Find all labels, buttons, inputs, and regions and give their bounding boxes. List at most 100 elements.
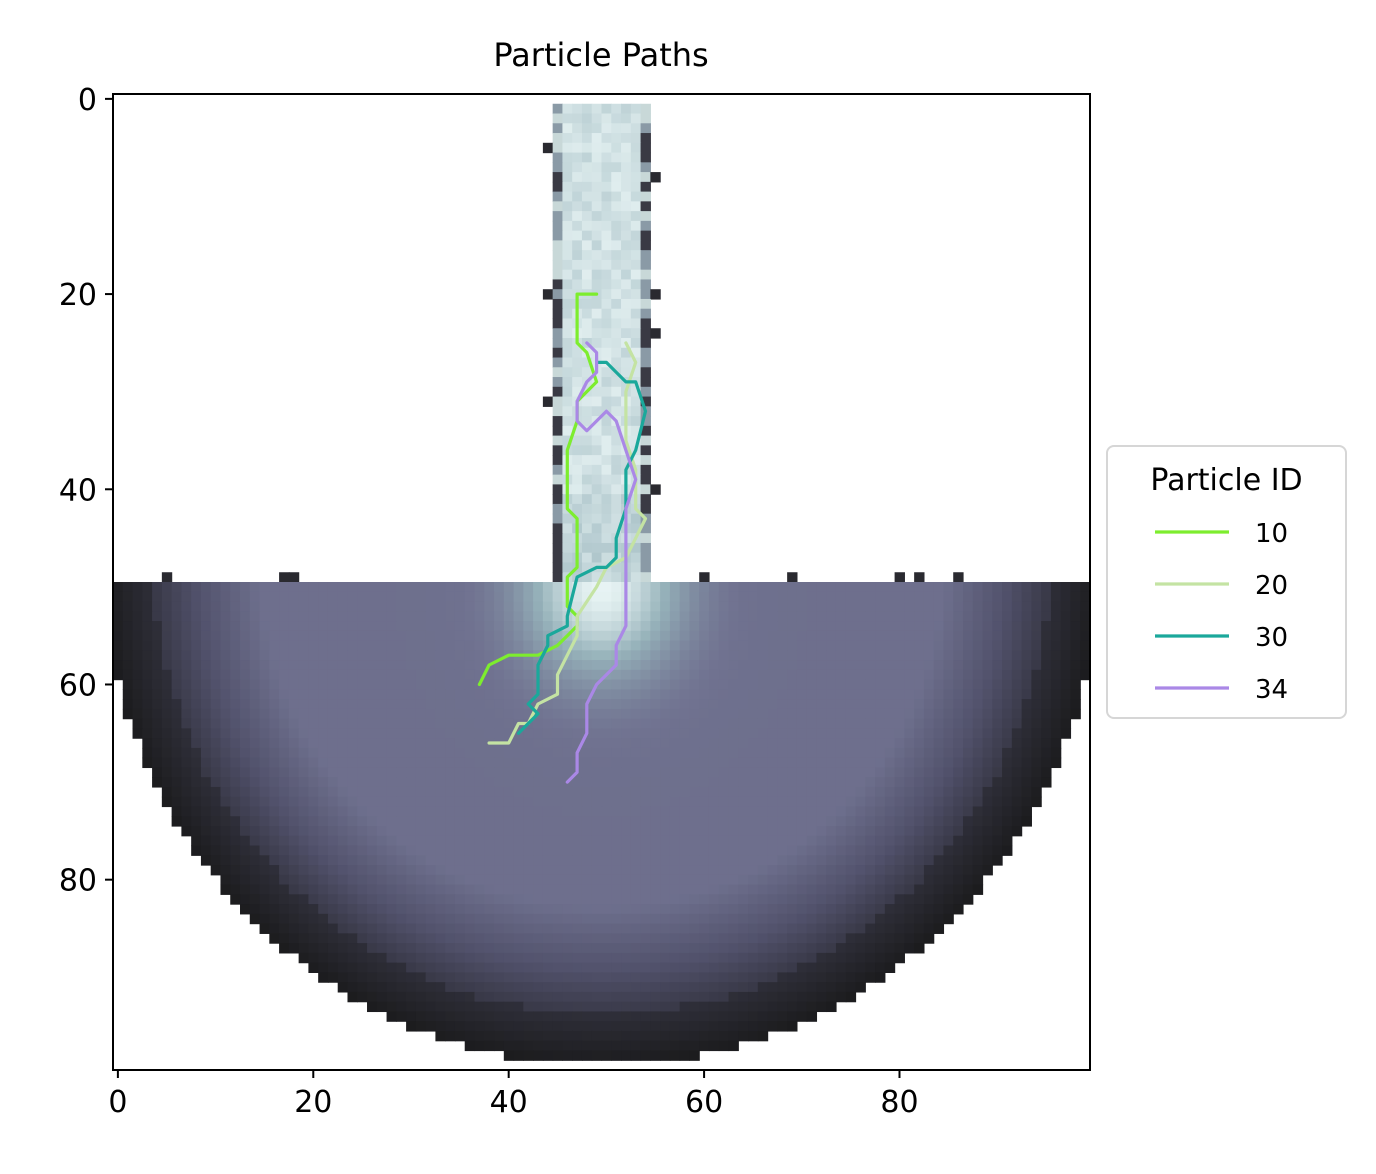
background-cell <box>581 611 593 622</box>
background-cell <box>894 572 905 583</box>
background-cell <box>464 972 476 983</box>
background-cell <box>865 952 876 964</box>
background-cell <box>181 777 192 788</box>
background-cell <box>855 738 866 749</box>
background-cell <box>943 835 954 847</box>
background-cell <box>288 796 300 808</box>
background-cell <box>699 855 710 866</box>
background-cell <box>445 728 456 739</box>
background-cell <box>708 982 720 993</box>
background-cell <box>298 689 309 700</box>
background-cell <box>367 660 378 671</box>
background-cell <box>454 699 466 710</box>
background-cell <box>562 162 573 173</box>
background-cell <box>376 826 388 837</box>
background-cell <box>953 865 964 876</box>
background-cell <box>396 835 407 847</box>
background-cell <box>748 650 759 661</box>
background-cell <box>1031 718 1042 729</box>
background-cell <box>689 865 700 876</box>
background-cell <box>142 679 153 690</box>
background-cell <box>122 640 134 651</box>
background-cell <box>884 952 896 964</box>
background-cell <box>562 191 573 202</box>
background-cell <box>806 650 818 661</box>
background-cell <box>865 894 876 905</box>
background-cell <box>171 728 182 739</box>
background-cell <box>230 845 241 856</box>
background-cell <box>132 621 143 632</box>
background-cell <box>796 972 808 983</box>
background-cell <box>1011 660 1023 671</box>
background-cell <box>210 591 222 603</box>
background-cell <box>386 669 397 681</box>
background-cell <box>972 660 984 671</box>
background-cell <box>679 806 691 817</box>
background-cell <box>669 699 681 710</box>
background-cell <box>230 669 241 681</box>
background-cell <box>494 982 505 993</box>
background-cell <box>865 669 876 681</box>
background-cell <box>288 786 300 798</box>
background-cell <box>718 738 730 749</box>
background-cell <box>230 650 241 661</box>
background-cell <box>288 582 300 593</box>
background-cell <box>1031 591 1042 603</box>
background-cell <box>152 621 163 632</box>
background-cell <box>357 865 368 876</box>
background-cell <box>806 660 818 671</box>
background-cell <box>650 855 661 866</box>
background-cell <box>855 757 866 769</box>
background-cell <box>220 884 231 895</box>
background-cell <box>523 767 534 778</box>
background-cell <box>718 699 730 710</box>
background-cell <box>591 962 603 973</box>
background-cell <box>660 728 671 739</box>
background-cell <box>933 796 945 808</box>
background-cell <box>728 718 739 729</box>
background-cell <box>679 991 691 1003</box>
background-cell <box>601 191 612 202</box>
background-cell <box>914 591 925 603</box>
background-cell <box>269 718 280 729</box>
background-cell <box>796 826 808 837</box>
background-cell <box>689 835 700 847</box>
background-cell <box>279 894 290 905</box>
background-cell <box>591 952 603 964</box>
background-cell <box>611 884 622 895</box>
background-cell <box>454 943 466 954</box>
background-cell <box>327 786 339 798</box>
background-cell <box>728 923 739 934</box>
background-cell <box>191 640 202 651</box>
background-cell <box>699 1040 710 1052</box>
background-cell <box>513 708 524 720</box>
background-cell <box>1002 611 1013 622</box>
background-cell <box>572 455 583 466</box>
background-cell <box>816 679 827 690</box>
background-cell <box>826 865 837 876</box>
background-cell <box>494 640 505 651</box>
background-cell <box>562 923 573 934</box>
background-cell <box>347 943 358 954</box>
background-cell <box>562 757 573 769</box>
background-cell <box>1021 786 1032 798</box>
background-cell <box>484 1001 495 1013</box>
background-cell <box>464 826 476 837</box>
background-cell <box>386 650 397 661</box>
background-cell <box>347 952 358 964</box>
background-cell <box>308 757 319 769</box>
background-cell <box>376 767 388 778</box>
background-cell <box>943 728 954 739</box>
background-cell <box>1002 796 1013 808</box>
background-cell <box>171 669 182 681</box>
background-cell <box>992 757 1003 769</box>
background-cell <box>630 1021 642 1032</box>
background-cell <box>591 1030 603 1042</box>
background-cell <box>132 699 143 710</box>
background-cell <box>748 826 759 837</box>
background-cell <box>1070 669 1081 681</box>
background-cell <box>1002 601 1013 612</box>
background-cell <box>435 699 446 710</box>
background-cell <box>552 142 564 154</box>
